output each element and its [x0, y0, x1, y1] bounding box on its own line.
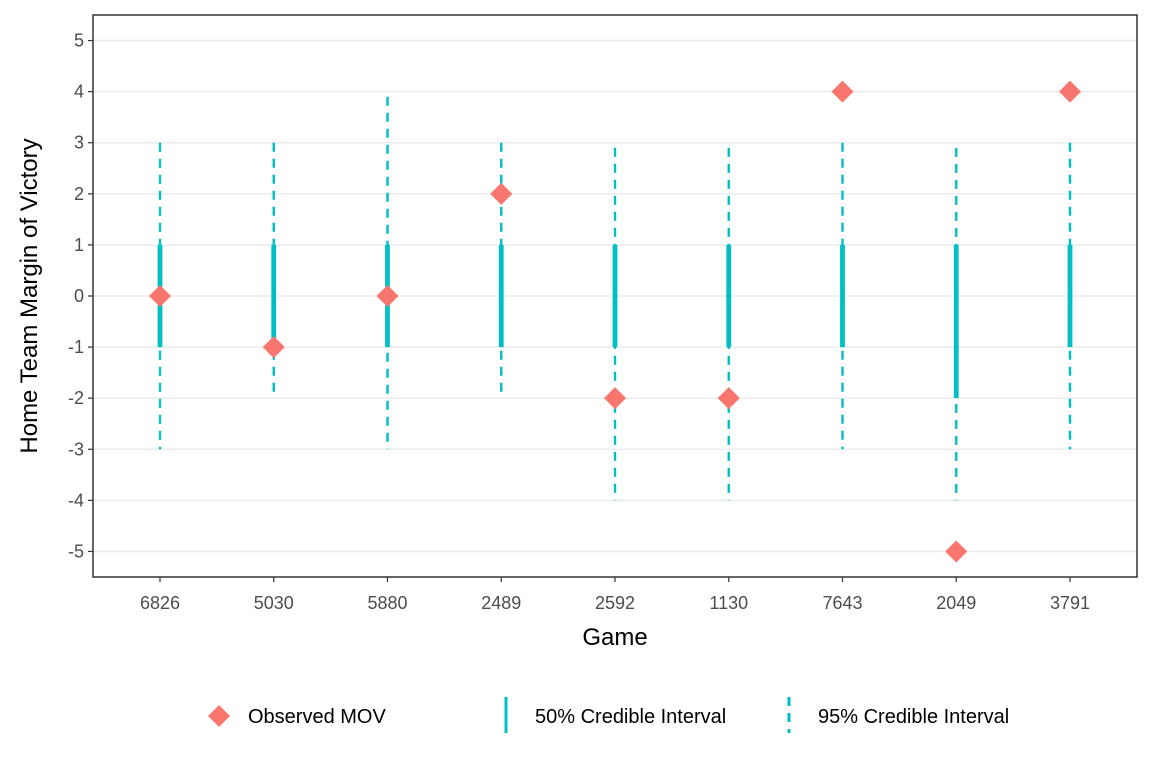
x-tick-label: 1130 [709, 593, 748, 613]
observed-point [149, 285, 171, 307]
y-tick-label: -1 [68, 337, 84, 357]
legend-item-50: 50% Credible Interval [504, 697, 726, 733]
y-tick-label: -2 [68, 388, 84, 408]
y-tick-label: 5 [74, 31, 84, 51]
x-axis-title: Game [582, 624, 647, 651]
observed-point [604, 387, 626, 410]
y-tick-label: 3 [74, 133, 84, 153]
y-tick-label: 0 [74, 286, 84, 306]
x-tick-label: 3791 [1050, 593, 1090, 613]
x-tick-label: 5030 [254, 593, 294, 613]
interval-50-layer [157, 244, 1073, 399]
y-tick-label: 2 [74, 184, 84, 204]
legend-label-observed: Observed MOV [248, 706, 386, 728]
observed-point [945, 540, 968, 563]
x-tick-label: 7643 [822, 593, 862, 613]
y-tick-label: -3 [68, 439, 84, 459]
y-tick-label: -5 [68, 541, 84, 561]
y-tick-label: 1 [74, 235, 84, 255]
y-axis-title: Home Team Margin of Victory [16, 138, 43, 453]
x-tick-label: 2592 [595, 593, 635, 613]
x-tick-label: 2049 [936, 593, 976, 613]
observed-point [717, 387, 740, 410]
legend-label-50: 50% Credible Interval [535, 706, 726, 728]
x-axis: 6826 5030 5880 2489 2592 1130 7643 2049 3791 [140, 577, 1090, 613]
observed-point [490, 182, 513, 205]
y-axis: 5 4 3 2 1 0 -1 -2 -3 -4 -5 [68, 31, 93, 561]
y-tick-label: -4 [68, 490, 84, 510]
x-tick-label: 5880 [367, 593, 407, 613]
legend-item-observed: Observed MOV [208, 705, 386, 728]
x-tick-label: 6826 [140, 593, 180, 613]
observed-point [1059, 80, 1081, 103]
observed-point [376, 285, 399, 307]
x-tick-label: 2489 [481, 593, 521, 613]
legend-diamond-icon [208, 705, 230, 727]
observed-point [262, 336, 285, 359]
observed-points-layer [149, 80, 1081, 563]
y-tick-label: 4 [74, 82, 84, 102]
legend: Observed MOV 50% Credible Interval 95% C… [208, 697, 1009, 733]
legend-label-95: 95% Credible Interval [818, 706, 1009, 728]
observed-point [831, 80, 854, 103]
legend-item-95: 95% Credible Interval [787, 697, 1009, 733]
